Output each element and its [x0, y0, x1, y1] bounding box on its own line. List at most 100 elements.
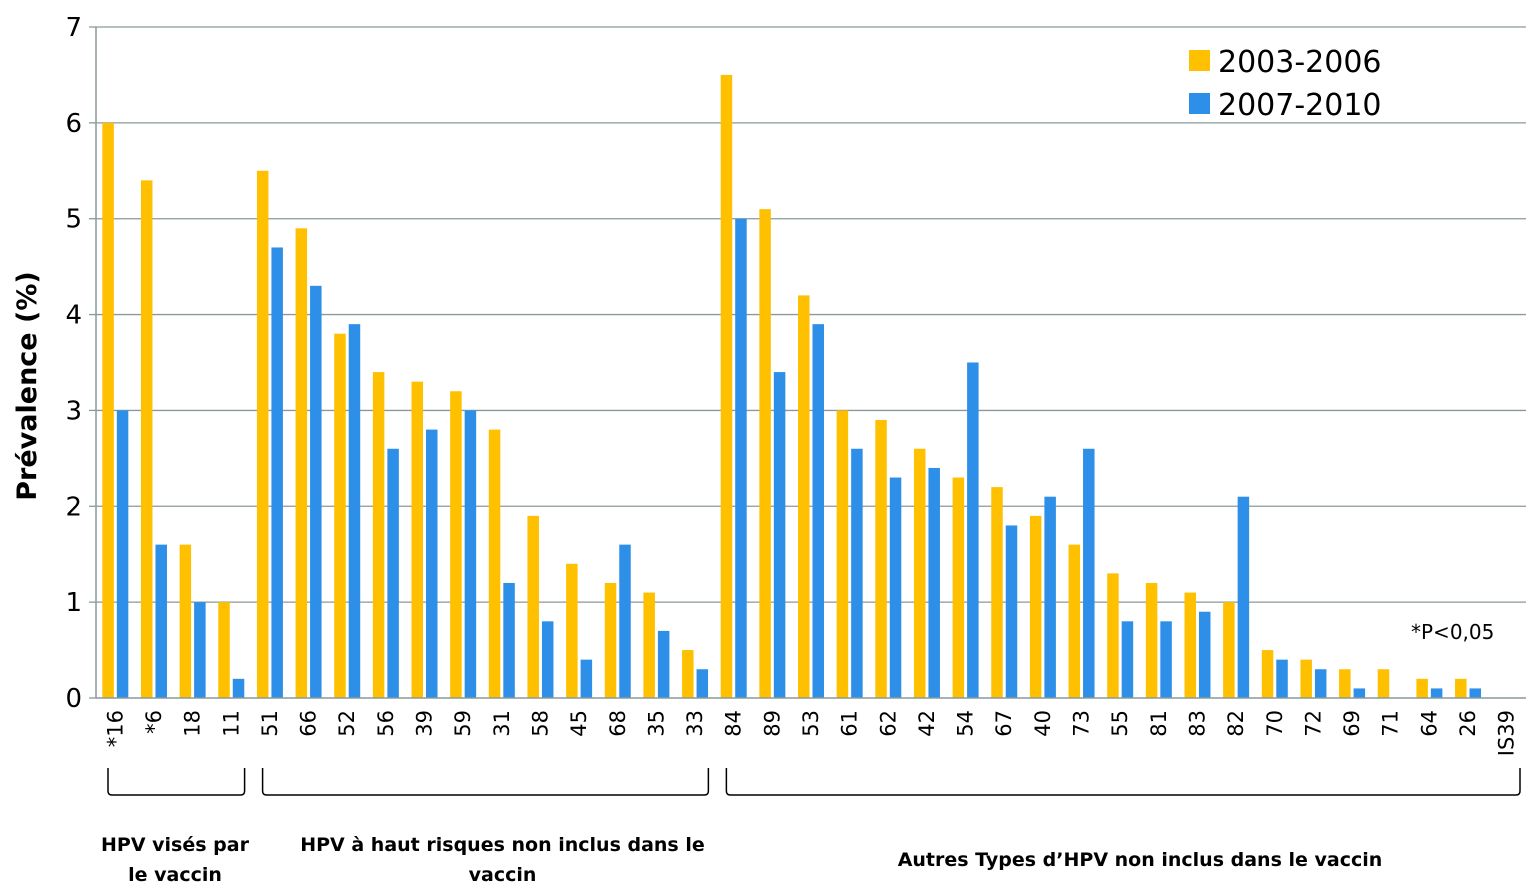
bar-2007-2010-31 [503, 582, 515, 698]
x-tick-label-45: 45 [567, 710, 591, 737]
bar-2003-2006-53 [798, 295, 810, 698]
bar-2007-2010-81 [1160, 621, 1172, 698]
x-tick-label-55: 55 [1108, 710, 1132, 737]
x-tick-label-61: 61 [838, 710, 862, 737]
x-tick-label-star6: *6 [142, 710, 166, 734]
x-tick-label-IS39: IS39 [1495, 710, 1519, 756]
x-tick-label-71: 71 [1379, 710, 1403, 737]
bar-2007-2010-58 [541, 621, 554, 698]
bar-2007-2010-39 [426, 429, 438, 698]
x-axis-ticks: *16 *6 18 11 51 66 52 56 39 59 31 58 45 68 35 33 84 89 53 6… [103, 710, 1518, 756]
bar-2003-2006-73 [1068, 544, 1081, 698]
bar-2007-2010-70 [1276, 659, 1288, 698]
bar-2003-2006-35 [643, 592, 655, 698]
x-tick-label-67: 67 [992, 710, 1016, 737]
x-tick-label-69: 69 [1340, 710, 1364, 737]
x-tick-label-52: 52 [335, 710, 359, 737]
bar-2003-2006-72 [1300, 659, 1312, 698]
bar-2003-2006-54 [952, 477, 965, 698]
axes [95, 27, 1526, 699]
bar-2003-2006-star16 [102, 122, 114, 699]
x-tick-label-11: 11 [219, 710, 243, 737]
x-tick-label-58: 58 [528, 710, 552, 737]
x-tick-label-56: 56 [374, 710, 398, 737]
x-tick-label-73: 73 [1070, 710, 1094, 737]
legend-label-2003-2006: 2003-2006 [1218, 45, 1382, 80]
bar-2007-2010-33 [696, 669, 709, 698]
y-tick-label-3: 3 [65, 396, 82, 426]
bar-2003-2006-59 [450, 391, 462, 698]
bar-2007-2010-67 [1005, 525, 1018, 698]
bar-2007-2010-35 [657, 630, 670, 698]
x-tick-label-72: 72 [1301, 710, 1325, 737]
bar-2007-2010-52 [348, 324, 361, 698]
group-braces [107, 768, 1521, 796]
bar-2003-2006-star6 [140, 180, 153, 698]
bar-2003-2006-64 [1416, 678, 1428, 698]
bar-2003-2006-56 [372, 372, 385, 698]
legend-label-2007-2010: 2007-2010 [1218, 88, 1382, 123]
x-tick-label-82: 82 [1224, 710, 1248, 737]
significance-note: *P<0,05 [1411, 620, 1494, 644]
bars [102, 74, 1482, 699]
bar-2003-2006-84 [720, 74, 733, 698]
legend-swatch-2003-2006 [1189, 50, 1210, 71]
bar-2007-2010-star6 [155, 544, 167, 698]
x-tick-label-70: 70 [1263, 710, 1287, 737]
bar-2007-2010-82 [1237, 496, 1250, 698]
bar-2007-2010-56 [387, 448, 399, 698]
bar-2003-2006-58 [527, 515, 539, 698]
legend: 2003-2006 2007-2010 [1189, 45, 1382, 123]
bar-2003-2006-62 [875, 420, 887, 698]
x-tick-label-89: 89 [760, 710, 784, 737]
y-axis-label: Prévalence (%) [12, 271, 43, 500]
x-tick-label-26: 26 [1456, 710, 1480, 737]
x-tick-label-66: 66 [297, 710, 321, 737]
bar-2003-2006-40 [1029, 515, 1042, 698]
group-label-vaccine: HPV visés par le vaccin [101, 834, 249, 886]
x-tick-label-star16: *16 [103, 710, 127, 747]
group-brace-0 [107, 768, 246, 796]
bar-2003-2006-68 [604, 582, 617, 698]
bar-2003-2006-42 [913, 448, 926, 698]
group-label-high-risk: HPV à haut risques non inclus dans le va… [300, 834, 705, 886]
x-tick-label-62: 62 [876, 710, 900, 737]
bar-2007-2010-18 [194, 602, 206, 698]
bar-2003-2006-39 [411, 381, 424, 698]
bar-2007-2010-55 [1121, 621, 1134, 698]
x-tick-label-51: 51 [258, 710, 282, 737]
bar-2007-2010-26 [1469, 688, 1482, 698]
y-tick-label-2: 2 [65, 492, 82, 522]
bar-2003-2006-51 [256, 170, 269, 699]
y-tick-label-4: 4 [65, 301, 82, 331]
bar-2003-2006-67 [991, 487, 1003, 698]
bar-2003-2006-83 [1184, 592, 1196, 698]
bar-2003-2006-70 [1261, 650, 1274, 698]
bar-2003-2006-71 [1377, 669, 1390, 698]
bar-2003-2006-82 [1223, 602, 1235, 698]
bar-2007-2010-68 [619, 544, 631, 698]
bar-2007-2010-51 [271, 247, 283, 698]
group-label-other: Autres Types d’HPV non inclus dans le va… [897, 849, 1383, 871]
bar-2003-2006-26 [1455, 678, 1467, 698]
bar-2007-2010-42 [928, 467, 940, 698]
x-tick-label-31: 31 [490, 710, 514, 737]
y-tick-label-6: 6 [65, 109, 82, 139]
bar-2007-2010-84 [735, 218, 747, 698]
bar-2003-2006-11 [218, 602, 230, 698]
x-tick-label-42: 42 [915, 710, 939, 737]
x-tick-label-83: 83 [1185, 710, 1209, 737]
x-tick-label-81: 81 [1147, 710, 1171, 737]
x-tick-label-54: 54 [954, 710, 978, 737]
y-tick-label-1: 1 [65, 588, 82, 618]
bar-2003-2006-45 [566, 563, 578, 698]
y-tick-label-5: 5 [65, 205, 82, 235]
bar-2003-2006-31 [488, 429, 501, 698]
x-tick-label-59: 59 [451, 710, 475, 737]
bar-2007-2010-11 [232, 678, 245, 698]
bar-2007-2010-73 [1083, 448, 1095, 698]
bar-2007-2010-89 [773, 372, 786, 698]
x-tick-label-68: 68 [606, 710, 630, 737]
bar-2003-2006-69 [1339, 669, 1351, 698]
